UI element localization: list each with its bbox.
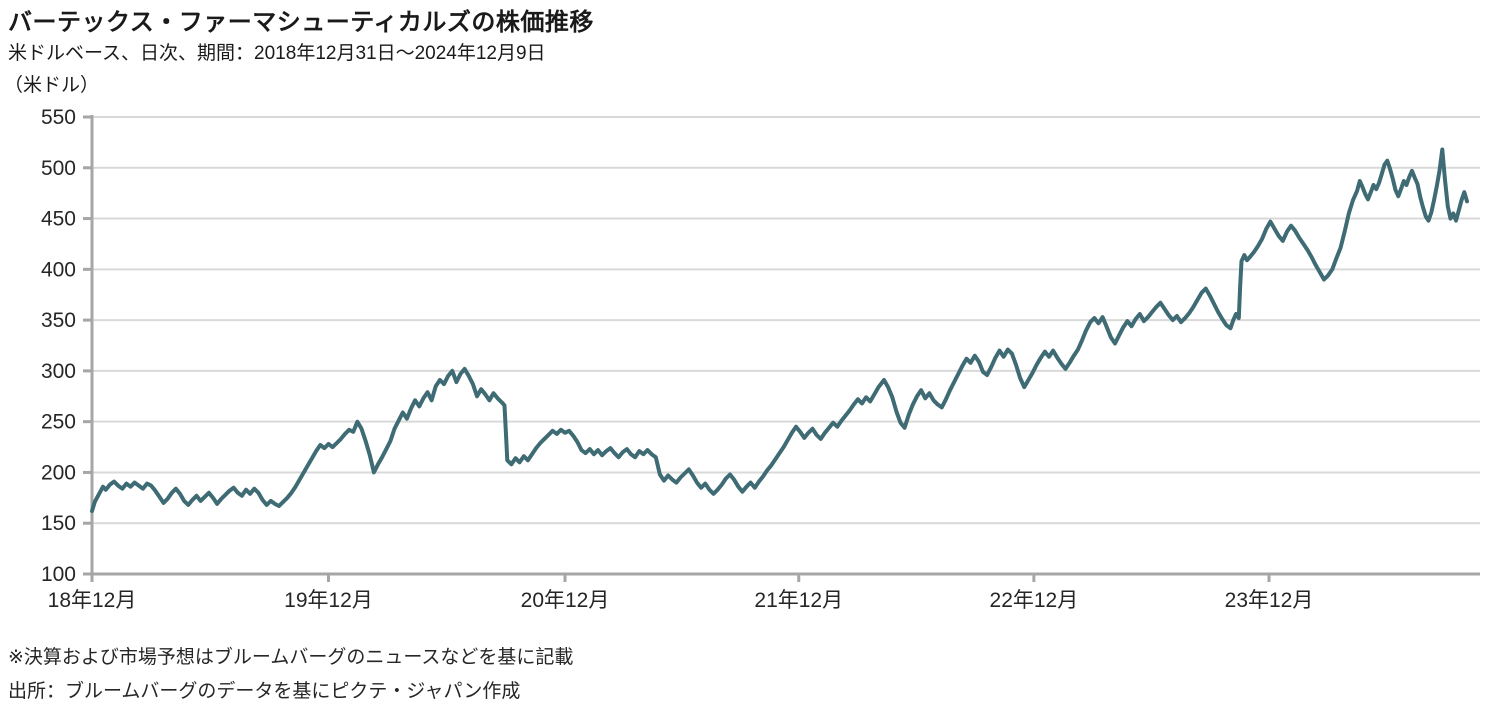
y-tick-label: 550 [41, 106, 76, 129]
footnote: ※決算および市場予想はブルームバーグのニュースなどを基に記載 [8, 647, 574, 668]
x-tick-label: 19年12月 [284, 589, 373, 612]
y-tick-label: 150 [41, 512, 76, 535]
x-tick-label: 18年12月 [48, 589, 137, 612]
chart-subtitle: 米ドルベース、日次、期間：2018年12月31日～2024年12月9日 [8, 43, 546, 64]
y-axis-unit-label: （米ドル） [4, 75, 100, 96]
chart-title: バーテックス・ファーマシューティカルズの株価推移 [8, 9, 594, 36]
y-tick-label: 300 [41, 360, 76, 383]
x-tick-label: 21年12月 [754, 589, 843, 612]
y-tick-label: 400 [41, 258, 76, 281]
y-tick-label: 250 [41, 411, 76, 434]
y-tick-label: 200 [41, 461, 76, 484]
x-tick-label: 23年12月 [1225, 589, 1314, 612]
x-tick-label: 22年12月 [990, 589, 1079, 612]
y-tick-label: 500 [41, 157, 76, 180]
price-line [90, 147, 1469, 513]
y-tick-label: 450 [41, 208, 76, 231]
x-tick-label: 20年12月 [521, 589, 610, 612]
y-tick-label: 100 [41, 563, 76, 586]
source-note: 出所：ブルームバーグのデータを基にピクテ・ジャパン作成 [8, 681, 521, 702]
y-tick-label: 350 [41, 309, 76, 332]
